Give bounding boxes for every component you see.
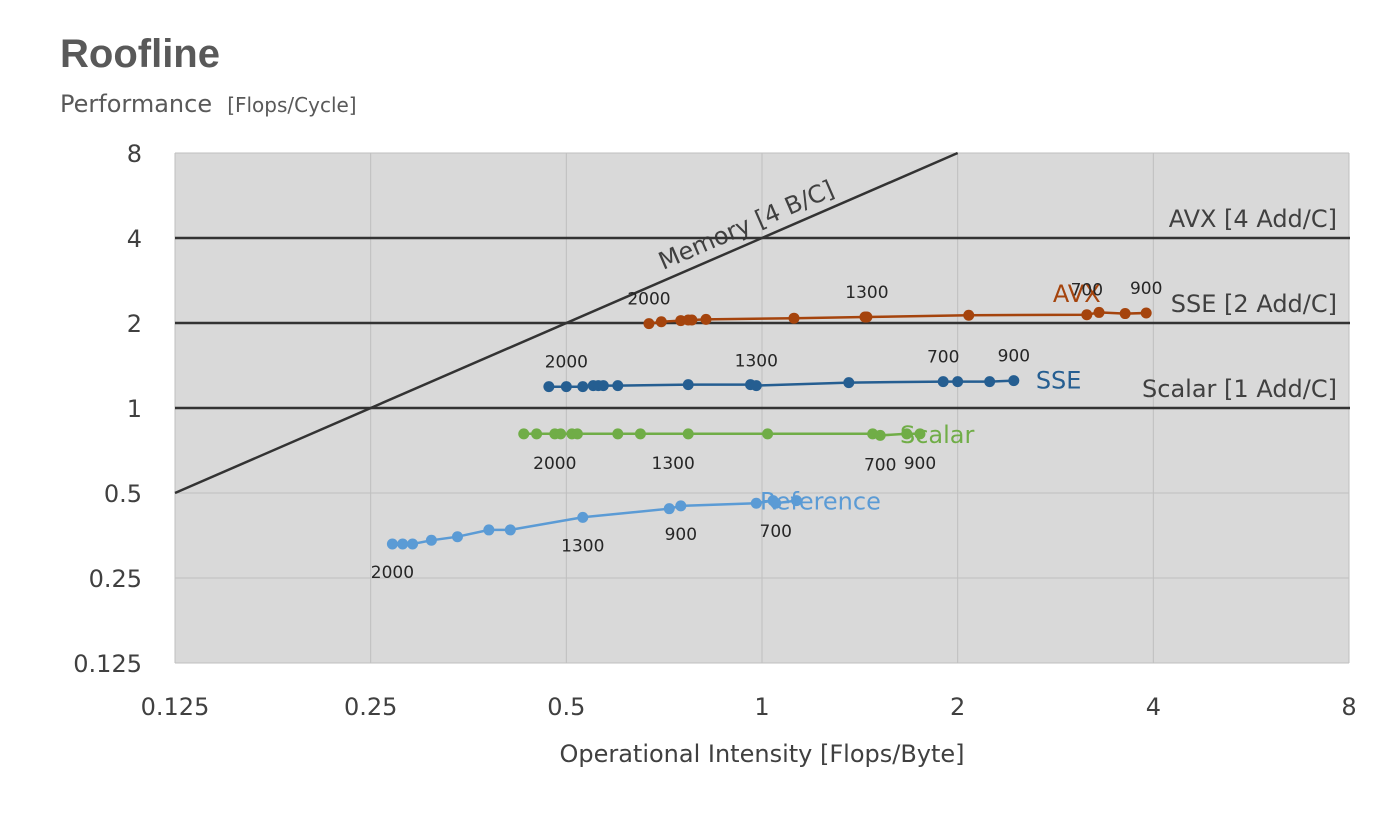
- y-axis-label-unit: [Flops/Cycle]: [227, 93, 356, 117]
- point-annotation: 2000: [533, 454, 576, 474]
- y-tick-label: 8: [127, 140, 142, 168]
- data-point: [1081, 309, 1093, 321]
- y-axis-label-main: Performance: [60, 90, 212, 118]
- x-tick-label: 2: [950, 693, 965, 721]
- point-annotation: 2000: [627, 290, 670, 310]
- data-point: [597, 380, 609, 392]
- data-point: [483, 524, 495, 536]
- data-point: [675, 500, 687, 512]
- data-point: [861, 311, 873, 323]
- series-reference: Reference 2000 1300 900 700: [371, 488, 881, 583]
- series-sse: SSE 2000 1300 700 900: [543, 347, 1081, 395]
- point-annotation: 900: [665, 525, 697, 545]
- data-point: [750, 497, 762, 509]
- data-point: [504, 524, 516, 536]
- series-label: AVX: [1053, 280, 1101, 308]
- data-point: [750, 380, 762, 392]
- series-scalar: Scalar 2000 1300 700 900: [518, 421, 975, 475]
- data-point: [788, 312, 800, 324]
- y-tick-label: 2: [127, 310, 142, 338]
- data-point: [634, 428, 646, 440]
- data-point: [874, 429, 886, 441]
- x-tick-label: 1: [754, 693, 769, 721]
- data-point: [762, 428, 774, 440]
- y-tick-label: 0.5: [104, 480, 142, 508]
- point-annotation: 1300: [561, 536, 604, 556]
- data-point: [518, 428, 530, 440]
- series-label: Scalar: [900, 421, 975, 449]
- y-tick-label: 0.25: [89, 565, 142, 593]
- data-point: [397, 538, 409, 550]
- data-point: [901, 428, 913, 440]
- axis-ticks: 0.125 0.25 0.5 1 2 4 8 0.125 0.25 0.5 1 2 4 8: [73, 140, 1356, 721]
- y-tick-label: 0.125: [73, 650, 142, 678]
- data-point: [571, 428, 583, 440]
- y-tick-label: 4: [127, 225, 142, 253]
- data-point: [655, 316, 667, 328]
- data-point: [952, 376, 964, 388]
- data-point: [682, 379, 694, 391]
- data-point: [386, 538, 398, 550]
- point-annotation: 700: [864, 455, 896, 475]
- data-point: [560, 381, 572, 393]
- data-point: [407, 538, 419, 550]
- point-annotation: 900: [998, 347, 1030, 367]
- chart-title: Roofline: [60, 32, 220, 76]
- data-point: [1119, 308, 1131, 320]
- x-tick-label: 4: [1146, 693, 1161, 721]
- roof-label: AVX [4 Add/C]: [1169, 205, 1337, 233]
- data-point: [682, 428, 694, 440]
- point-annotation: 700: [1071, 281, 1103, 301]
- point-annotation: 700: [760, 522, 792, 542]
- series-label: Reference: [760, 488, 881, 516]
- series-label: SSE: [1036, 367, 1082, 395]
- point-annotation: 1300: [652, 454, 695, 474]
- point-annotation: 2000: [371, 563, 414, 583]
- series-avx: AVX 2000 1300 700 900: [627, 279, 1162, 330]
- data-point: [555, 428, 567, 440]
- y-tick-label: 1: [127, 395, 142, 423]
- data-point: [843, 377, 855, 389]
- x-tick-label: 0.125: [141, 693, 210, 721]
- roof-label: SSE [2 Add/C]: [1171, 290, 1337, 318]
- data-point: [700, 313, 712, 325]
- point-annotation: 900: [1130, 279, 1162, 299]
- y-axis-label: Performance [Flops/Cycle]: [60, 90, 357, 118]
- data-point: [770, 497, 782, 509]
- data-point: [1008, 375, 1020, 387]
- x-axis-label: Operational Intensity [Flops/Byte]: [559, 740, 964, 768]
- data-point: [1140, 307, 1152, 319]
- data-point: [425, 534, 437, 546]
- data-point: [963, 309, 975, 321]
- data-point: [1093, 306, 1105, 318]
- point-annotation: 900: [904, 454, 936, 474]
- x-tick-label: 0.5: [547, 693, 585, 721]
- point-annotation: 1300: [735, 352, 778, 372]
- data-point: [577, 381, 589, 393]
- data-point: [531, 428, 543, 440]
- x-tick-label: 0.25: [344, 693, 397, 721]
- roof-label: Scalar [1 Add/C]: [1142, 375, 1337, 403]
- data-point: [612, 428, 624, 440]
- data-point: [914, 428, 926, 440]
- data-point: [577, 511, 589, 523]
- data-point: [686, 314, 698, 326]
- point-annotation: 2000: [545, 353, 588, 373]
- point-annotation: 1300: [845, 283, 888, 303]
- data-point: [612, 380, 624, 392]
- x-tick-label: 8: [1341, 693, 1356, 721]
- point-annotation: 700: [927, 348, 959, 368]
- data-point: [663, 503, 675, 515]
- data-point: [984, 376, 996, 388]
- data-point: [937, 376, 949, 388]
- data-point: [451, 531, 463, 543]
- data-point: [643, 318, 655, 330]
- data-point: [791, 495, 803, 507]
- data-point: [543, 381, 555, 393]
